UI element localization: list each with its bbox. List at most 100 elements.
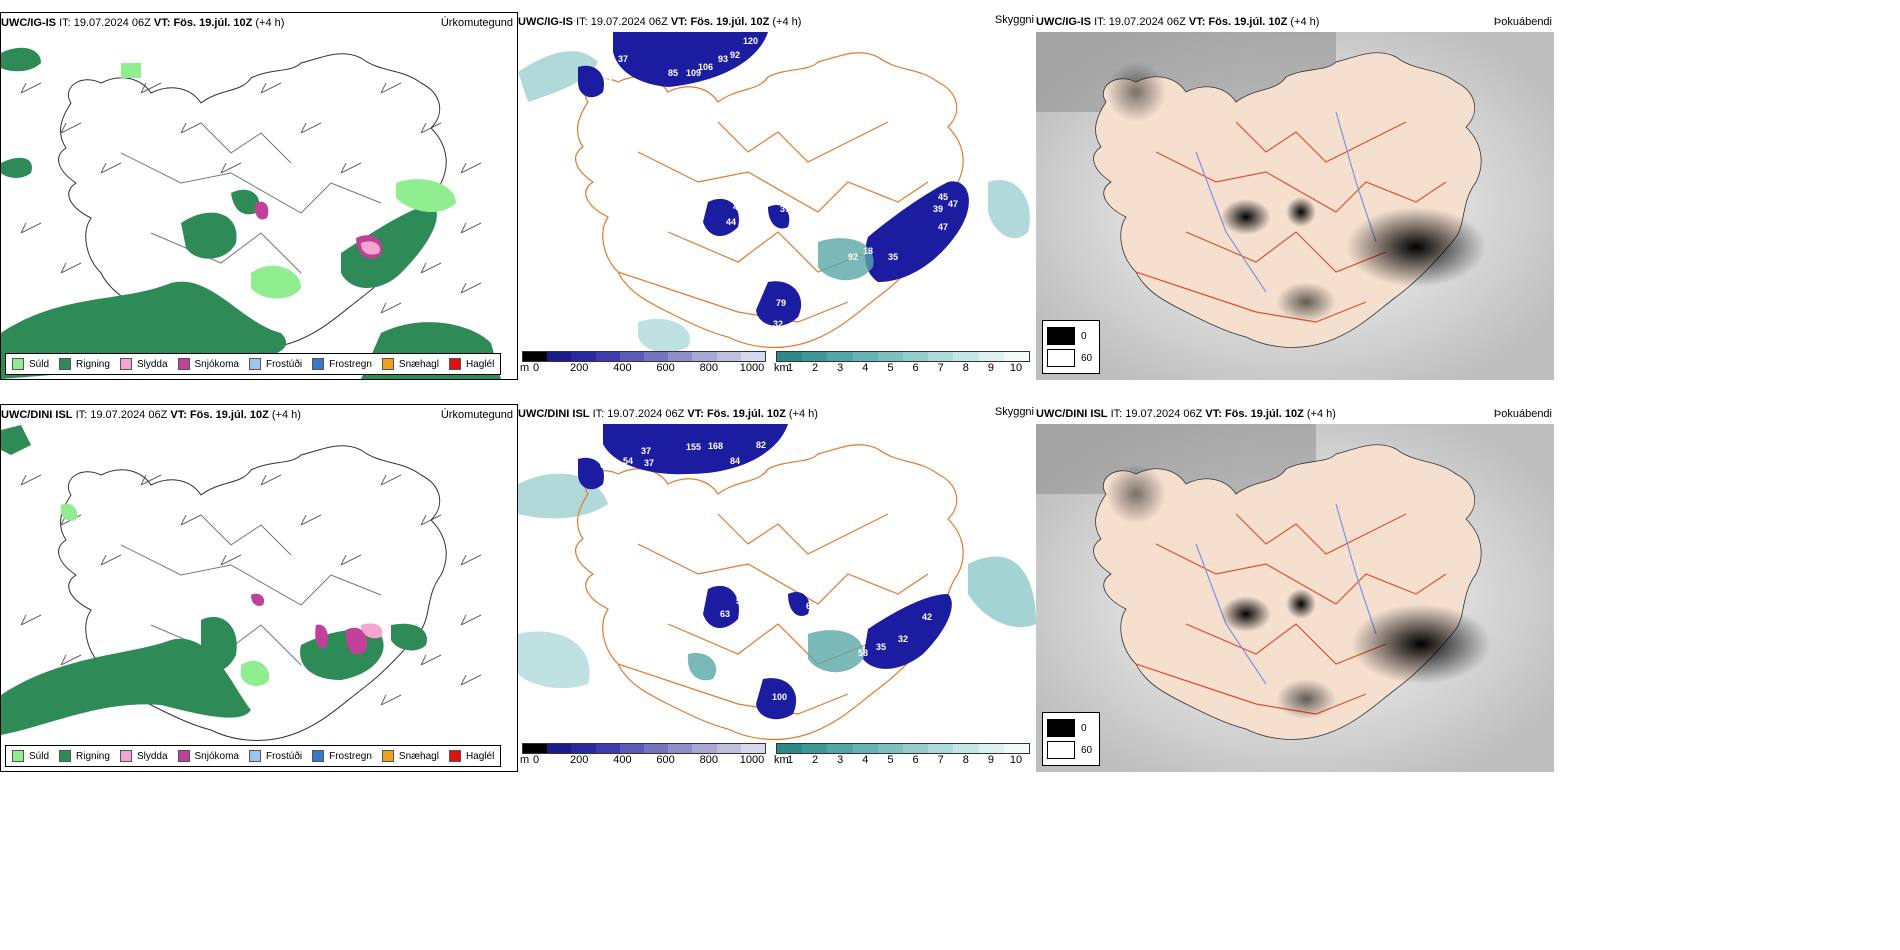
ceiling-scale-colorbar [522, 743, 766, 754]
visibility-scale-tick: 9 [987, 754, 994, 766]
precip-legend-item: Slydda [119, 358, 168, 370]
visibility-scale-tick: 4 [862, 754, 869, 766]
visibility-scale-tick: 5 [887, 362, 894, 374]
sleet-areas [361, 241, 380, 255]
precip-legend-item: Frostúði [248, 358, 302, 370]
ceiling-value-label: 84 [730, 456, 740, 466]
ceiling-value-label: 58 [858, 648, 868, 658]
precip-legend-item: Rigning [59, 358, 110, 370]
it-label: IT: [75, 409, 88, 421]
ceiling-value-label: 82 [756, 440, 766, 450]
ceiling-scale-colorbar [522, 351, 766, 362]
visibility-scale-tick: 3 [837, 362, 844, 374]
precip-legend-item: Snæhagl [381, 750, 439, 762]
ceiling-scale-tick: 200 [570, 362, 589, 374]
precip-legend-item: Snæhagl [381, 358, 439, 370]
precip-legend-item: Slydda [119, 750, 168, 762]
precip-legend-label: Rigning [76, 750, 110, 762]
fog-legend-label-60: 60 [1081, 352, 1093, 364]
precip-legend-label: Haglél [465, 750, 495, 762]
ceiling-value-label: 33 [754, 718, 764, 728]
ceiling-panel-row2: UWC/DINI ISL IT: 19.07.2024 06Z VT: Fös.… [518, 404, 1036, 772]
ceiling-value-label: 47 [948, 199, 958, 209]
ceiling-value-label: 92 [730, 50, 740, 60]
it-label: IT: [1110, 408, 1123, 420]
fog-legend-swatch-0 [1047, 327, 1075, 345]
ceiling-scale-tick: 1000 [739, 362, 765, 374]
precip-legend-item: Snjókoma [177, 750, 239, 762]
visibility-scale-tick: 7 [937, 754, 944, 766]
precip-legend-swatch [177, 358, 190, 370]
precip-legend-swatch [12, 750, 24, 762]
visibility-scale-tick: 2 [812, 754, 819, 766]
lead-time: (+4 h) [1290, 16, 1320, 28]
ceiling-value-label: 63 [720, 609, 730, 619]
visibility-scale-colorbar [776, 743, 1030, 754]
panel-header: UWC/DINI ISL IT: 19.07.2024 06Z VT: Fös.… [1, 405, 517, 425]
model-name: UWC/DINI ISL [1, 409, 73, 421]
fog-legend-label-0: 0 [1081, 722, 1087, 734]
ceiling-value-label: 93 [718, 54, 728, 64]
rain-areas [1, 47, 501, 379]
ceiling-scale-tick: 400 [613, 754, 632, 766]
ceiling-value-label: 47 [938, 222, 948, 232]
vt-value: Fös. 19.júl. 10Z [1224, 408, 1304, 420]
panel-title: Skyggni [994, 14, 1034, 26]
vt-value: Fös. 19.júl. 10Z [1208, 16, 1288, 28]
lead-time: (+4 h) [788, 408, 818, 420]
precip-legend-item: Frostregn [312, 750, 372, 762]
ceiling-value-label: 32 [773, 319, 783, 329]
precip-legend-label: Frostúði [265, 750, 303, 762]
ceiling-map: 37 155 168 82 84 54 37 68 55 63 60 42 32 35 58 29 100 33 3… [518, 424, 1036, 741]
precip-legend-label: Súld [29, 358, 50, 370]
precip-legend-item: Haglél [448, 358, 495, 370]
it-value: 19.07.2024 06Z [1125, 408, 1203, 420]
it-label: IT: [59, 17, 71, 29]
ceiling-scale-ticks: 0 200 400 600 800 1000 [522, 362, 766, 374]
visibility-scale-tick: 6 [912, 754, 919, 766]
ceiling-value-label: 42 [922, 612, 932, 622]
vis-low-areas [818, 238, 874, 281]
visibility-scale-colorbar [776, 351, 1030, 362]
ceiling-value-label: 109 [686, 68, 701, 78]
it-value: 19.07.2024 06Z [607, 408, 685, 420]
precip-legend-label: Haglél [465, 358, 495, 370]
precip-legend-item: Súld [12, 358, 49, 370]
ceiling-value-label: 35 [888, 252, 898, 262]
ceiling-value-labels: 37 155 168 82 84 54 37 68 55 63 60 42 32 35 58 29 100 33 3… [600, 440, 932, 731]
precip-legend-swatch [448, 358, 461, 370]
model-name: UWC/IG-IS [518, 16, 573, 28]
vt-label: VT: [687, 408, 704, 420]
fog-map [1036, 32, 1554, 380]
visibility-scale-tick: 3 [837, 754, 844, 766]
precip-legend-item: Frostregn [312, 358, 372, 370]
vt-value: Fös. 19.júl. 10Z [189, 409, 269, 421]
panel-title: Þokuábendi [1493, 408, 1552, 420]
ceiling-value-label: 37 [644, 458, 654, 468]
ceiling-value-label: 26 [868, 286, 878, 296]
ceiling-value-label: 44 [726, 217, 736, 227]
precip-legend-swatch [59, 750, 72, 762]
vt-label: VT: [1188, 16, 1206, 28]
precip-legend-item: Snjókoma [177, 358, 239, 370]
it-value: 19.07.2024 06Z [1108, 16, 1186, 28]
it-value: 19.07.2024 06Z [73, 17, 151, 29]
vt-label: VT: [153, 17, 171, 29]
ceiling-value-label: 120 [743, 36, 758, 46]
ceiling-value-label: 37 [780, 204, 790, 214]
fog-legend-label-60: 60 [1081, 744, 1093, 756]
panel-header: UWC/IG-IS IT: 19.07.2024 06Z VT: Fös. 19… [1, 13, 517, 33]
it-label: IT: [576, 16, 588, 28]
precip-legend-item: Súld [12, 750, 49, 762]
precip-legend-swatch [381, 750, 394, 762]
visibility-scale-tick: 10 [1009, 754, 1023, 766]
ceiling-value-label: 54 [623, 456, 633, 466]
precip-type-panel-row1: UWC/IG-IS IT: 19.07.2024 06Z VT: Fös. 19… [0, 12, 518, 380]
ceiling-scale: 0 200 400 600 800 1000 m [520, 351, 766, 374]
visibility-scale-tick: 7 [937, 362, 944, 374]
ceiling-value-label: 100 [772, 692, 787, 702]
ceiling-scale-unit: m [520, 754, 530, 766]
ceiling-value-label: 55 [736, 596, 746, 606]
panel-title: Þokuábendi [1493, 16, 1552, 28]
ceiling-scale-tick: 600 [656, 754, 675, 766]
